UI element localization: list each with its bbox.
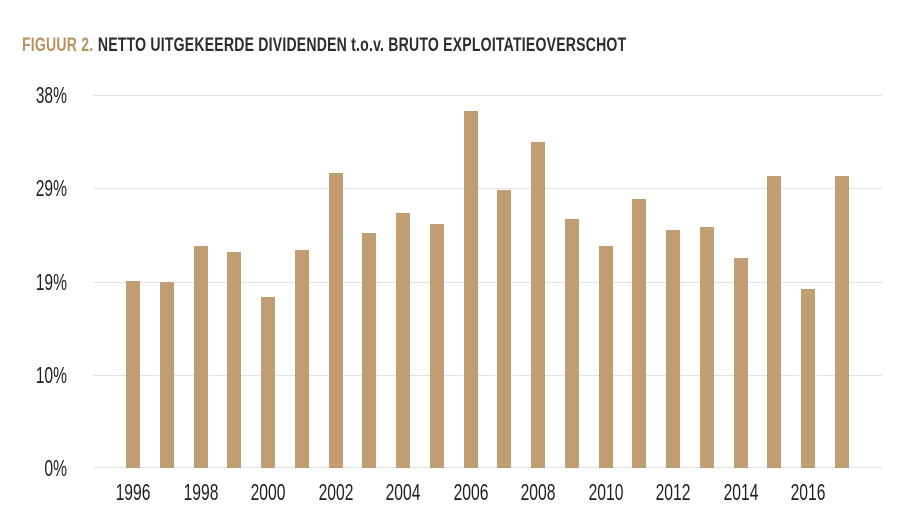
- gridline: [93, 188, 882, 190]
- y-tick-label: 10%: [35, 361, 67, 388]
- x-tick-label: 2008: [520, 479, 556, 505]
- bar-2003: [362, 233, 377, 468]
- bar-1996: [126, 280, 140, 468]
- figure-number-label: FIGUUR 2.: [22, 34, 94, 56]
- bar-2000: [261, 297, 276, 468]
- bar-2008: [531, 142, 546, 468]
- y-tick-label: 38%: [35, 82, 67, 108]
- gridline: [93, 281, 882, 283]
- x-tick-label: 2004: [385, 479, 421, 505]
- gridline: [93, 467, 882, 468]
- plot-area: [93, 95, 882, 468]
- gridline: [93, 374, 882, 376]
- y-tick-label: 0%: [44, 455, 67, 481]
- bar-2004: [396, 212, 411, 468]
- bar-1997: [159, 282, 174, 468]
- y-axis: 38% 29% 19% 10% 0%: [0, 83, 67, 480]
- x-tick-label: 2014: [723, 479, 759, 505]
- y-tick-label: 29%: [35, 175, 67, 202]
- x-tick-label: 2000: [250, 479, 286, 505]
- x-tick-label: 2016: [790, 479, 826, 505]
- bar-2001: [294, 250, 309, 468]
- bar-2009: [564, 218, 579, 468]
- bar-2016: [801, 289, 816, 468]
- x-tick-label: 2010: [588, 479, 624, 505]
- chart-title-text: NETTO UITGEKEERDE DIVIDENDEN t.o.v. BRUT…: [97, 34, 627, 56]
- x-tick-label: 1996: [115, 479, 151, 505]
- bar-2012: [666, 230, 681, 468]
- chart-title: FIGUUR 2. NETTO UITGEKEERDE DIVIDENDEN t.…: [22, 35, 626, 55]
- x-tick-label: 2002: [318, 479, 353, 505]
- bar-2007: [497, 190, 512, 468]
- bar-2014: [733, 257, 748, 468]
- y-tick-label: 19%: [35, 268, 67, 295]
- bar-2005: [429, 223, 444, 468]
- bar-2015: [767, 176, 782, 468]
- bar-1999: [227, 252, 242, 468]
- bar-2013: [699, 226, 714, 468]
- x-tick-label: 2012: [655, 479, 691, 505]
- x-tick-label: 1998: [183, 479, 218, 505]
- x-tick-label: 2006: [453, 479, 489, 505]
- bar-1998: [193, 246, 208, 468]
- x-axis: 1996 1998 2000 2002 2004 2006 2008 2010 2012 2014…: [93, 480, 882, 506]
- bar-2006: [463, 110, 478, 468]
- bar-2010: [598, 246, 613, 468]
- bar-2002: [328, 172, 343, 468]
- gridline: [93, 95, 882, 96]
- bar-2017: [835, 175, 849, 468]
- bar-2011: [632, 199, 647, 468]
